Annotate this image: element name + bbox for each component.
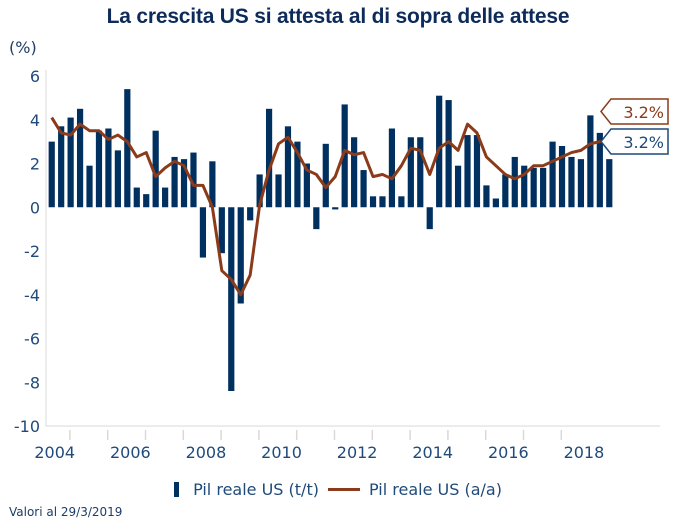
callout-line-value-text: 3.2% <box>623 103 664 122</box>
bar-2005Q3 <box>105 128 112 208</box>
bar-2017Q2 <box>549 141 556 208</box>
bar-2014Q4 <box>454 165 462 208</box>
bar-2013Q3 <box>407 137 414 208</box>
callout-bar-value: 3.2% <box>600 128 669 155</box>
bar-2004Q4 <box>76 108 84 208</box>
y-tick-label: -6 <box>24 330 40 349</box>
bar-2009Q3 <box>256 174 263 208</box>
bar-2006Q4 <box>152 130 159 208</box>
callout-bar-value-text: 3.2% <box>623 133 664 152</box>
bar-2016Q3 <box>521 165 528 208</box>
bar-2009Q4 <box>265 108 273 208</box>
y-axis: 6 4 2 0 -2 -4 -6 -8 -10 <box>14 67 47 436</box>
legend-bar-swatch <box>174 482 180 497</box>
bar-2008Q4 <box>228 207 235 391</box>
bar-2016Q4 <box>530 167 537 208</box>
callout-line-value-box <box>600 98 669 125</box>
y-tick-label: -2 <box>24 242 40 261</box>
bar-2008Q1 <box>199 207 207 258</box>
bar-2012Q2 <box>360 170 367 208</box>
bar-2012Q1 <box>351 137 358 208</box>
bar-2013Q1 <box>388 128 396 208</box>
bar-2015Q4 <box>492 198 499 208</box>
bar-2015Q1 <box>464 135 471 208</box>
bar-2011Q4 <box>341 104 348 208</box>
bar-2008Q2 <box>209 161 216 208</box>
line-series <box>50 116 610 297</box>
bar-2004Q2 <box>58 126 65 208</box>
bar-2007Q1 <box>162 187 169 208</box>
bar-2013Q4 <box>417 137 424 208</box>
x-tick-label: 2014 <box>412 443 453 462</box>
bar-2010Q4 <box>303 163 310 208</box>
bar-2006Q3 <box>143 194 150 208</box>
legend: Pil reale US (t/t) Pil reale US (a/a) <box>0 480 676 499</box>
callouts: 3.2% 3.2% <box>600 98 669 155</box>
x-tick-label: 2016 <box>488 443 529 462</box>
bar-2007Q3 <box>180 159 188 208</box>
bar-2015Q2 <box>473 135 481 208</box>
bar-2007Q4 <box>190 152 197 208</box>
x-tick-label: 2012 <box>337 443 378 462</box>
bar-2016Q2 <box>511 156 518 208</box>
y-tick-label: 4 <box>30 111 40 130</box>
bar-series <box>48 89 613 391</box>
y-tick-label: -4 <box>24 286 40 305</box>
bar-2007Q2 <box>171 156 178 208</box>
y-tick-label: -8 <box>24 373 40 392</box>
bar-2010Q3 <box>294 141 301 208</box>
bar-2006Q1 <box>124 89 131 208</box>
callout-line-value: 3.2% <box>600 98 669 125</box>
line-yoy <box>50 116 610 297</box>
bar-2017Q4 <box>568 156 575 208</box>
y-tick-label: 0 <box>30 198 40 217</box>
bar-2010Q1 <box>275 174 282 208</box>
bar-2006Q2 <box>133 187 140 208</box>
bar-2008Q3 <box>218 207 225 254</box>
legend-label-line: Pil reale US (a/a) <box>368 480 502 499</box>
legend-label-bar: Pil reale US (t/t) <box>193 480 319 499</box>
bar-2012Q4 <box>379 196 386 208</box>
bar-2018Q1 <box>577 159 585 208</box>
bar-2012Q3 <box>369 196 377 208</box>
y-axis-unit-label: (%) <box>9 38 37 57</box>
bar-2011Q3 <box>332 207 339 210</box>
bar-2015Q3 <box>483 185 490 208</box>
x-tick-label: 2010 <box>261 443 302 462</box>
bar-2018Q2 <box>587 115 594 208</box>
x-axis: 2004 2006 2008 2010 2012 2014 2016 2018 <box>34 425 660 462</box>
bar-2014Q3 <box>445 100 452 208</box>
chart-title: La crescita US si attesta al di sopra de… <box>106 5 570 28</box>
bar-2005Q1 <box>86 165 93 208</box>
bar-2014Q1 <box>426 207 433 230</box>
bar-2004Q3 <box>67 117 74 208</box>
bar-2011Q2 <box>322 143 329 208</box>
chart-canvas: 6 4 2 0 -2 -4 -6 -8 -10 2004 2006 2008 2010 2012 2014… <box>14 67 669 462</box>
bar-2009Q1 <box>237 207 244 304</box>
x-tick-label: 2008 <box>186 443 227 462</box>
footer-note: Valori al 29/3/2019 <box>9 505 123 519</box>
bar-2005Q2 <box>95 130 103 208</box>
x-tick-label: 2018 <box>564 443 605 462</box>
bar-2016Q1 <box>502 174 509 208</box>
bar-2017Q3 <box>558 146 566 208</box>
legend-line-swatch <box>327 488 360 491</box>
bar-2018Q3 <box>596 132 603 208</box>
bar-2010Q2 <box>284 126 292 208</box>
bar-2011Q1 <box>313 207 320 230</box>
x-tick-label: 2006 <box>110 443 151 462</box>
bar-2009Q2 <box>247 207 254 221</box>
y-tick-label: 6 <box>30 67 40 86</box>
bar-2018Q4 <box>606 159 613 208</box>
bar-2013Q2 <box>398 196 405 208</box>
y-tick-label: 2 <box>30 155 40 174</box>
x-tick-label: 2004 <box>34 443 75 462</box>
y-tick-label: -10 <box>14 417 40 436</box>
callout-bar-value-box <box>600 128 669 155</box>
bar-2017Q1 <box>540 167 547 208</box>
bar-2004Q1 <box>48 141 55 208</box>
bar-2005Q4 <box>114 150 121 208</box>
